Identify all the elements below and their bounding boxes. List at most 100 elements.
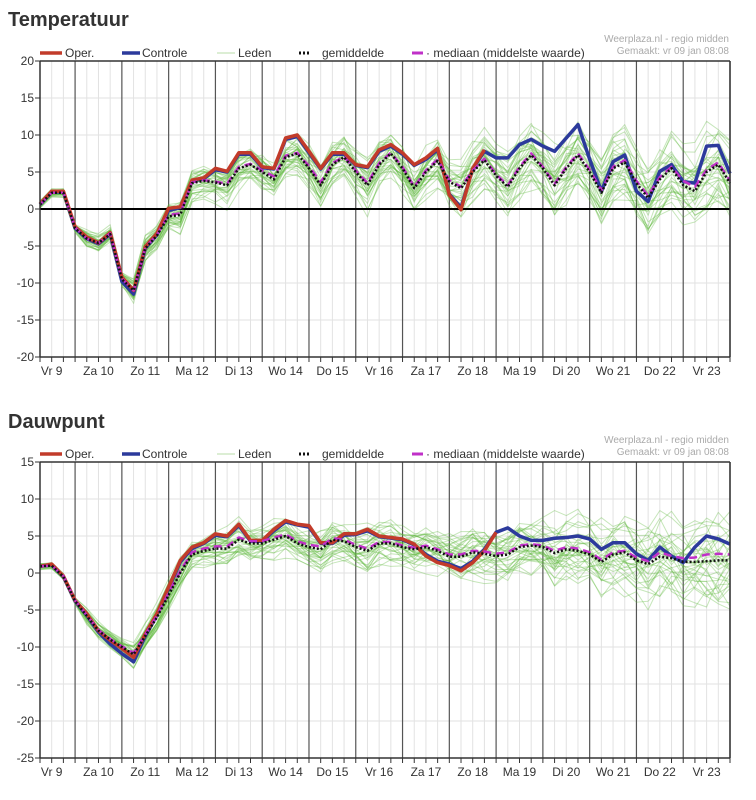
ensemble-member-line (39, 160, 731, 290)
legend-gemiddelde-label: gemiddelde (322, 46, 384, 60)
y-tick-label: -15 (17, 313, 35, 327)
ensemble-member-line (39, 158, 731, 304)
ensemble-member-line (39, 147, 731, 293)
y-tick-label: 15 (21, 455, 35, 469)
ensemble-member-line (39, 548, 731, 662)
ensemble-member-line (39, 543, 731, 662)
x-tick-label: Vr 23 (692, 364, 721, 378)
chart-title-dauwpunt: Dauwpunt (8, 411, 105, 433)
x-tick-label: Za 17 (411, 364, 442, 378)
x-tick-label: Di 13 (225, 765, 253, 779)
ensemble-member-line (39, 510, 731, 647)
ensemble-member-line (39, 164, 731, 298)
credit-timestamp: Gemaakt: vr 09 jan 08:08 (617, 46, 730, 57)
x-tick-label: Zo 18 (457, 364, 488, 378)
ensemble-member-line (39, 540, 731, 662)
x-tick-label: Vr 16 (365, 364, 394, 378)
legend-leden-label: Leden (238, 447, 271, 461)
ensemble-member-line (39, 167, 731, 298)
x-tick-label: Do 15 (316, 364, 348, 378)
x-tick-label: Vr 9 (41, 364, 63, 378)
ensemble-member-line (39, 518, 731, 648)
ensemble-member-line (39, 542, 731, 668)
legend-leden-label: Leden (238, 46, 271, 60)
x-tick-label: Wo 21 (596, 364, 631, 378)
x-tick-label: Di 13 (225, 364, 253, 378)
ensemble-member-line (39, 153, 731, 289)
x-tick-label: Za 10 (83, 364, 114, 378)
y-tick-label: 10 (21, 128, 35, 142)
ensemble-member-line (39, 153, 731, 292)
y-tick-label: -10 (17, 640, 35, 654)
x-tick-label: Vr 9 (41, 765, 63, 779)
x-tick-label: Do 22 (644, 765, 676, 779)
x-tick-label: Di 20 (552, 765, 580, 779)
legend-oper-label: Oper. (65, 447, 94, 461)
legend-mediaan-label: · mediaan (middelste waarde) (426, 447, 585, 461)
temperature-chart: Oper. Controle Leden gemiddelde · mediaan (m… (17, 34, 732, 378)
x-tick-label: Za 10 (83, 765, 114, 779)
y-tick-label: 15 (21, 91, 35, 105)
y-tick-label: 5 (27, 529, 34, 543)
x-tick-label: Do 15 (316, 765, 348, 779)
chart-title-temperatuur: Temperatuur (8, 9, 129, 31)
y-tick-label: -15 (17, 677, 35, 691)
ensemble-member-line (39, 151, 731, 300)
x-tick-label: Di 20 (552, 364, 580, 378)
y-tick-label: 10 (21, 492, 35, 506)
ensemble-member-line (39, 508, 731, 651)
x-tick-label: Ma 12 (175, 364, 209, 378)
ensemble-member-line (39, 154, 731, 301)
legend-controle-label: Controle (142, 447, 188, 461)
y-tick-label: -5 (23, 239, 34, 253)
ensemble-member-line (39, 539, 731, 658)
credit-source: Weerplaza.nl - regio midden (604, 435, 729, 446)
legend-mediaan-label: · mediaan (middelste waarde) (426, 46, 585, 60)
ensemble-member-line (39, 538, 731, 669)
oper-line (39, 518, 498, 660)
x-tick-label: Ma 12 (175, 765, 209, 779)
y-tick-label: 20 (21, 54, 35, 68)
y-tick-label: -5 (23, 603, 34, 617)
x-tick-label: Ma 19 (503, 765, 537, 779)
ensemble-member-line (39, 536, 731, 660)
dewpoint-chart: Oper. Controle Leden gemiddelde · mediaan (m… (17, 435, 731, 779)
x-tick-label: Vr 16 (365, 765, 394, 779)
ensemble-member-line (39, 537, 731, 665)
legend-gemiddelde-label: gemiddelde (322, 447, 384, 461)
legend-oper-label: Oper. (65, 46, 94, 60)
x-tick-label: Do 22 (644, 364, 676, 378)
ensemble-member-line (39, 536, 731, 658)
x-tick-label: Wo 21 (596, 765, 631, 779)
ensemble-member-line (39, 136, 731, 289)
y-tick-label: 5 (27, 165, 34, 179)
y-tick-label: -20 (17, 350, 35, 364)
ensemble-member-line (39, 120, 731, 280)
ensemble-member-line (39, 517, 731, 656)
x-tick-label: Za 17 (411, 765, 442, 779)
ensemble-member-line (40, 540, 731, 669)
y-tick-label: -10 (17, 276, 35, 290)
y-tick-label: -20 (17, 714, 35, 728)
ensemble-member-line (39, 546, 731, 665)
x-tick-label: Wo 14 (268, 765, 303, 779)
credit-timestamp: Gemaakt: vr 09 jan 08:08 (617, 447, 730, 458)
ensemble-member-line (39, 156, 731, 297)
gemiddelde-line (39, 152, 732, 292)
legend-controle-label: Controle (142, 46, 188, 60)
credit-source: Weerplaza.nl - regio midden (604, 34, 729, 45)
y-tick-label: 0 (27, 202, 34, 216)
x-tick-label: Vr 23 (692, 765, 721, 779)
ensemble-member-line (39, 130, 731, 280)
y-tick-label: -25 (17, 751, 35, 765)
ensemble-member-line (39, 530, 731, 656)
x-tick-label: Zo 11 (130, 765, 160, 779)
y-tick-label: 0 (27, 566, 34, 580)
x-tick-label: Zo 11 (130, 364, 160, 378)
x-tick-label: Wo 14 (268, 364, 303, 378)
x-tick-label: Ma 19 (503, 364, 537, 378)
ensemble-member-line (39, 521, 731, 652)
ensemble-member-line (39, 510, 731, 644)
ensemble-member-line (39, 156, 731, 298)
x-tick-label: Zo 18 (457, 765, 488, 779)
